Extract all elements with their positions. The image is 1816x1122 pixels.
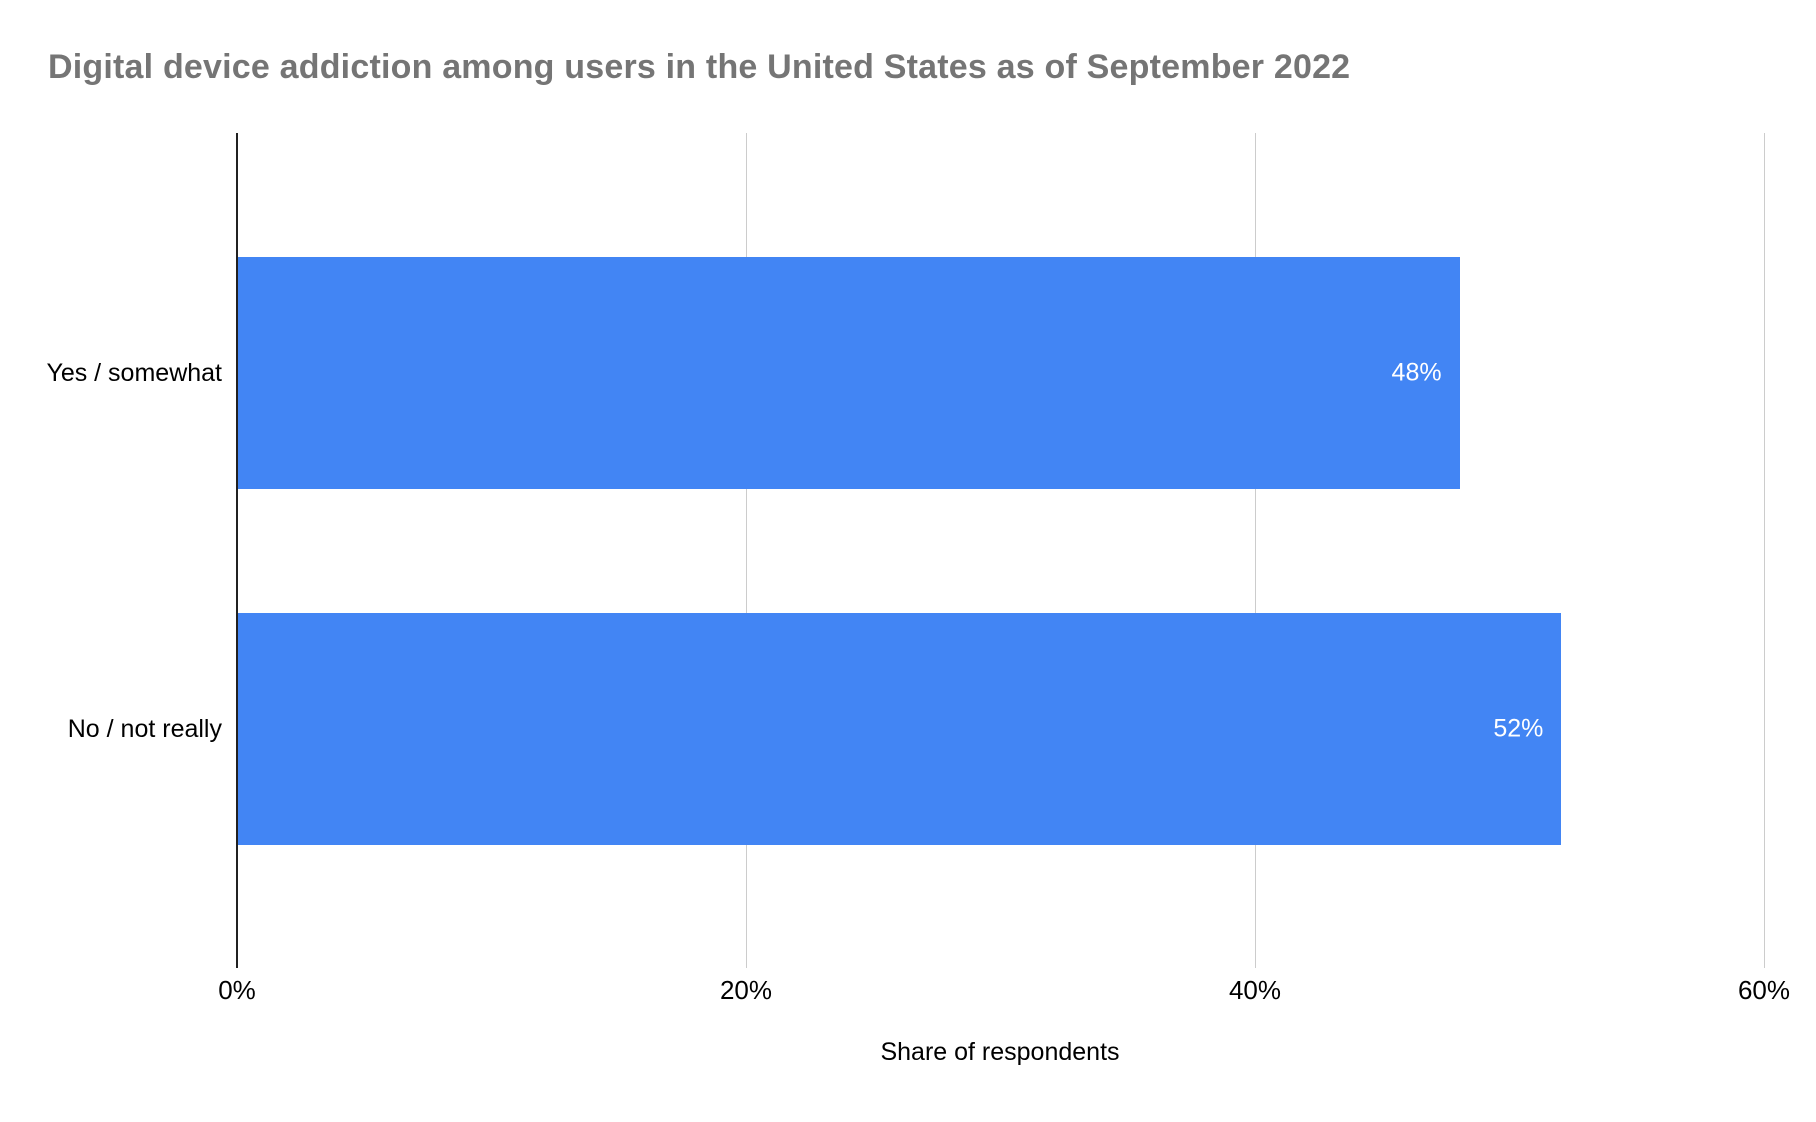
bar-value-label: 52% bbox=[1493, 714, 1544, 743]
x-axis-title: Share of respondents bbox=[880, 1038, 1120, 1066]
x-tick-label: 60% bbox=[1737, 975, 1791, 1005]
bar: 48% bbox=[238, 257, 1460, 489]
chart-title: Digital device addiction among users in … bbox=[48, 48, 1351, 86]
gridline bbox=[1763, 133, 1765, 968]
bar: 52% bbox=[238, 613, 1562, 845]
bar-value-label: 48% bbox=[1391, 358, 1442, 387]
gridline bbox=[1254, 133, 1256, 968]
axis-baseline bbox=[236, 133, 238, 968]
x-tick-label: 20% bbox=[719, 975, 773, 1005]
x-tick-label: 40% bbox=[1228, 975, 1282, 1005]
x-tick-label: 0% bbox=[218, 975, 256, 1005]
category-label: No / not really bbox=[67, 715, 222, 743]
category-label: Yes / somewhat bbox=[46, 359, 222, 387]
gridline bbox=[745, 133, 747, 968]
